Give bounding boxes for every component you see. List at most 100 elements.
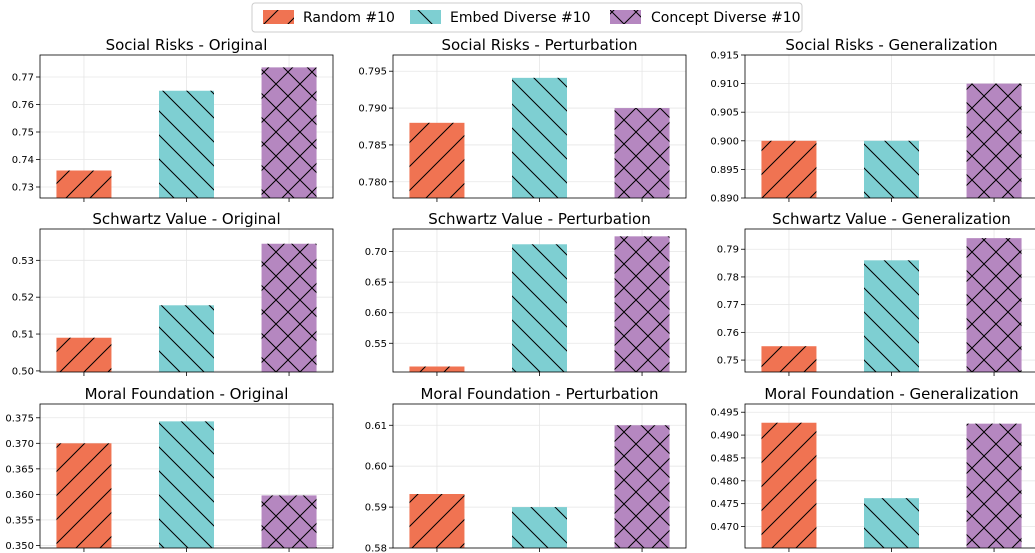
legend-label-embed: Embed Diverse #10 [450,10,591,26]
y-tick-label: 0.52 [12,293,34,304]
y-tick-label: 0.55 [365,339,387,350]
y-tick-label: 0.495 [710,408,739,419]
bar-hatch [409,366,465,372]
bar-3 [614,425,670,548]
y-tick-label: 0.61 [365,421,387,432]
bar-hatch [159,90,214,198]
chart-panel-7: Moral Foundation - Original 0.350 0.355 0.3… [5,385,334,552]
y-tick-label: 0.375 [5,413,34,424]
y-tick-label: 0.78 [717,272,739,283]
bar-hatch [966,423,1022,548]
y-tick-label: 0.790 [358,104,387,115]
chart-panel-2: Social Risks - Perturbation 0.780 0.785 0.7… [358,36,687,202]
bar-3 [261,243,317,372]
y-tick-label: 0.65 [365,278,387,289]
y-tick-label: 0.355 [5,515,34,526]
chart-panel-1: Social Risks - Original 0.73 0.74 0.75 0.76 0… [12,36,334,202]
chart-panels: Social Risks - Original 0.73 0.74 0.75 0.76 0… [5,36,1035,553]
y-tick-label: 0.910 [710,79,739,90]
plot-frame [392,228,687,373]
bar-2 [512,507,567,548]
bar-1 [409,494,465,548]
chart-title: Social Risks - Original [106,36,268,54]
bar-hatch [512,244,567,372]
chart-title: Social Risks - Generalization [785,36,997,54]
y-tick-label: 0.75 [717,356,739,367]
bar-2 [864,498,919,548]
chart-title: Schwartz Value - Generalization [772,210,1011,228]
y-tick-label: 0.76 [717,328,739,339]
bar-hatch [56,337,112,372]
y-tick-label: 0.60 [365,462,387,473]
bar-1 [56,170,112,198]
bar-hatch [614,425,670,548]
y-tick-label: 0.360 [5,490,34,501]
bar-hatch [761,346,817,372]
bar-hatch [761,140,817,198]
plot-frame [39,403,334,549]
bar-1 [761,346,817,372]
chart-panel-3: Social Risks - Generalization 0.890 0.895 0… [710,36,1035,205]
legend-item-random: Random #10 [263,10,395,26]
y-tick-label: 0.59 [365,503,387,514]
bar-hatch [56,170,112,198]
bar-hatch [864,498,919,548]
plot-frame [744,54,1035,199]
y-tick-label: 0.905 [710,108,739,119]
bar-hatch [966,238,1022,372]
legend-item-concept: Concept Diverse #10 [610,10,801,26]
bar-3 [614,236,670,372]
bar-3 [261,67,317,198]
bar-hatch [261,243,317,372]
y-tick-label: 0.485 [710,453,739,464]
legend-label-concept: Concept Diverse #10 [651,10,801,26]
y-tick-label: 0.70 [365,247,387,258]
legend-frame [251,2,803,33]
bar-3 [966,238,1022,372]
y-tick-label: 0.76 [12,100,34,111]
chart-title: Moral Foundation - Perturbation [420,385,658,403]
y-tick-label: 0.350 [5,541,34,552]
chart-title: Moral Foundation - Original [85,385,289,403]
y-tick-label: 0.480 [710,476,739,487]
bar-hatch [409,122,465,198]
y-tick-label: 0.490 [710,431,739,442]
bar-hatch [56,443,112,548]
chart-panel-6: Schwartz Value - Generalization 0.75 0.76 0… [717,210,1035,376]
chart-title: Moral Foundation - Generalization [764,385,1018,403]
chart-title: Schwartz Value - Original [92,210,280,228]
bar-2 [512,77,567,198]
plot-frame [744,228,1035,373]
bar-hatch [159,421,214,548]
bar-hatch [261,67,317,198]
bar-2 [159,90,214,198]
bar-1 [409,366,465,372]
chart-panel-8: Moral Foundation - Perturbation 0.58 0.59 0… [365,385,687,553]
y-tick-label: 0.73 [12,183,34,194]
bar-3 [966,83,1022,198]
y-tick-label: 0.77 [12,73,34,84]
y-tick-label: 0.370 [5,439,34,450]
bar-hatch [512,507,567,548]
chart-panel-9: Moral Foundation - Generalization 0.470 0.… [710,385,1035,552]
legend-item-embed: Embed Diverse #10 [410,10,591,26]
bar-hatch [966,83,1022,198]
bar-hatch [864,260,919,372]
bar-1 [761,422,817,548]
bar-hatch [409,494,465,548]
bar-1 [409,122,465,198]
y-tick-label: 0.900 [710,136,739,147]
y-tick-label: 0.785 [358,140,387,151]
y-tick-label: 0.53 [12,256,34,267]
y-tick-label: 0.780 [358,177,387,188]
plot-frame [39,54,334,199]
plot-frame [744,403,1035,549]
legend-label-random: Random #10 [303,10,395,26]
chart-panel-4: Schwartz Value - Original 0.50 0.51 0.52 0.5… [12,210,334,377]
y-tick-label: 0.74 [12,155,34,166]
legend-hatch-embed [410,10,441,24]
bar-hatch [159,305,214,372]
y-tick-label: 0.79 [717,245,739,256]
legend: Random #10 Embed Diverse #10 Concept Div… [251,2,803,33]
